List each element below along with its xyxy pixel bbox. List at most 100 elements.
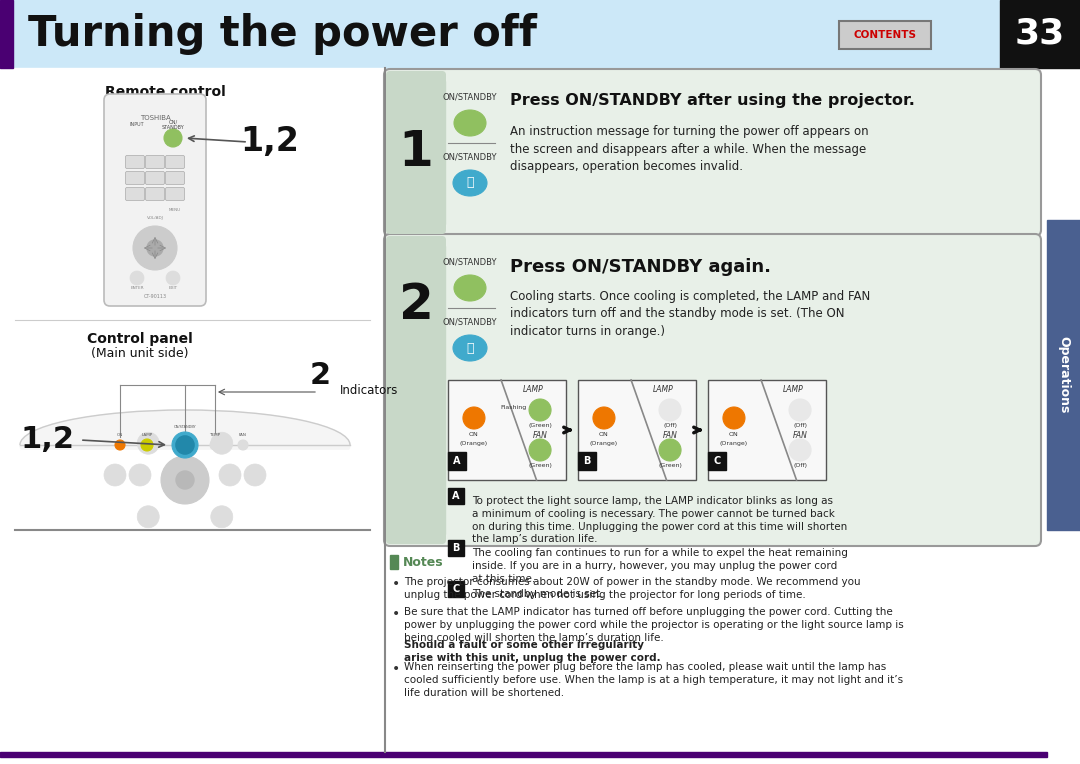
Text: EXIT: EXIT bbox=[168, 286, 177, 290]
FancyBboxPatch shape bbox=[165, 187, 185, 200]
Text: ON/STANDBY: ON/STANDBY bbox=[174, 425, 197, 429]
FancyBboxPatch shape bbox=[104, 94, 206, 306]
Text: ON/STANDBY: ON/STANDBY bbox=[443, 153, 497, 161]
Text: FAN: FAN bbox=[532, 430, 548, 439]
Text: (Main unit side): (Main unit side) bbox=[91, 347, 189, 360]
Bar bbox=[708, 452, 726, 470]
Text: ON/
STANDBY: ON/ STANDBY bbox=[162, 120, 185, 131]
Text: To protect the light source lamp, the LAMP indicator blinks as long as
a minimum: To protect the light source lamp, the LA… bbox=[472, 496, 847, 545]
Text: LAMP: LAMP bbox=[523, 386, 543, 394]
Text: B: B bbox=[453, 543, 460, 553]
Text: The standby mode is set.: The standby mode is set. bbox=[472, 589, 604, 599]
Text: Be sure that the LAMP indicator has turned off before unplugging the power cord.: Be sure that the LAMP indicator has turn… bbox=[404, 607, 904, 643]
Circle shape bbox=[659, 399, 681, 421]
Circle shape bbox=[147, 240, 163, 256]
Ellipse shape bbox=[453, 335, 487, 361]
Text: 1,2: 1,2 bbox=[21, 426, 75, 455]
Text: 1: 1 bbox=[399, 128, 433, 176]
FancyBboxPatch shape bbox=[125, 156, 145, 169]
Text: ⏻: ⏻ bbox=[467, 342, 474, 354]
Circle shape bbox=[593, 407, 615, 429]
Text: FAN: FAN bbox=[793, 430, 808, 439]
Text: CT-90113: CT-90113 bbox=[144, 293, 166, 299]
Text: C: C bbox=[453, 584, 460, 594]
Text: CONTENTS: CONTENTS bbox=[853, 30, 917, 40]
Bar bbox=[420, 246, 445, 534]
Text: LAMP: LAMP bbox=[141, 433, 152, 437]
Circle shape bbox=[463, 407, 485, 429]
Circle shape bbox=[211, 506, 233, 528]
FancyBboxPatch shape bbox=[839, 21, 931, 49]
Text: 2: 2 bbox=[310, 361, 330, 390]
Circle shape bbox=[529, 399, 551, 421]
Bar bbox=[0, 68, 384, 752]
Bar bbox=[578, 380, 696, 480]
Text: When reinserting the power plug before the lamp has cooled, please wait until th: When reinserting the power plug before t… bbox=[404, 662, 903, 698]
Bar bbox=[390, 555, 399, 569]
Text: The projector consumes about 20W of power in the standby mode. We recommend you
: The projector consumes about 20W of powe… bbox=[404, 577, 861, 601]
Circle shape bbox=[211, 432, 233, 455]
FancyBboxPatch shape bbox=[146, 187, 164, 200]
Bar bbox=[578, 452, 596, 470]
Text: Notes: Notes bbox=[403, 555, 444, 568]
Bar bbox=[1047, 220, 1080, 530]
Text: A: A bbox=[453, 491, 460, 501]
Text: Turning the power off: Turning the power off bbox=[28, 13, 537, 55]
Text: LAMP: LAMP bbox=[652, 386, 673, 394]
Bar bbox=[0, 0, 13, 68]
FancyBboxPatch shape bbox=[165, 156, 185, 169]
Text: •: • bbox=[392, 662, 401, 676]
Text: 1,2: 1,2 bbox=[241, 125, 299, 158]
Circle shape bbox=[129, 464, 151, 486]
Circle shape bbox=[176, 436, 194, 454]
Text: Should a fault or some other irregularity
arise with this unit, unplug the power: Should a fault or some other irregularit… bbox=[404, 640, 661, 663]
Bar bbox=[448, 452, 465, 470]
Text: Indicators: Indicators bbox=[340, 384, 399, 397]
FancyBboxPatch shape bbox=[165, 171, 185, 184]
Text: Remote control: Remote control bbox=[105, 85, 226, 99]
Text: Control panel: Control panel bbox=[87, 332, 193, 346]
Bar bbox=[420, 81, 445, 224]
Text: An instruction message for turning the power off appears on
the screen and disap: An instruction message for turning the p… bbox=[510, 125, 868, 173]
Bar bbox=[708, 380, 826, 480]
Text: B: B bbox=[583, 456, 591, 466]
Circle shape bbox=[166, 271, 180, 285]
Circle shape bbox=[244, 464, 266, 486]
Circle shape bbox=[137, 506, 159, 528]
FancyBboxPatch shape bbox=[386, 71, 446, 234]
Circle shape bbox=[659, 439, 681, 461]
Circle shape bbox=[133, 226, 177, 270]
Circle shape bbox=[176, 471, 194, 489]
Circle shape bbox=[210, 440, 220, 450]
Text: ⏻: ⏻ bbox=[467, 176, 474, 189]
Circle shape bbox=[723, 407, 745, 429]
Circle shape bbox=[529, 439, 551, 461]
Text: MENU: MENU bbox=[168, 208, 181, 212]
Text: •: • bbox=[392, 577, 401, 591]
Circle shape bbox=[789, 399, 811, 421]
FancyBboxPatch shape bbox=[384, 69, 1041, 236]
Text: Press ON/STANDBY again.: Press ON/STANDBY again. bbox=[510, 258, 771, 276]
Text: TOSHIBA: TOSHIBA bbox=[139, 115, 171, 121]
Text: Press ON/STANDBY after using the projector.: Press ON/STANDBY after using the project… bbox=[510, 93, 915, 108]
Ellipse shape bbox=[454, 110, 486, 136]
Ellipse shape bbox=[453, 170, 487, 196]
Circle shape bbox=[789, 439, 811, 461]
Bar bbox=[448, 581, 464, 597]
Bar bbox=[448, 540, 464, 556]
Text: C: C bbox=[714, 456, 720, 466]
Text: (Orange): (Orange) bbox=[590, 441, 618, 445]
Circle shape bbox=[104, 464, 126, 486]
Text: •: • bbox=[392, 607, 401, 621]
Text: (Off): (Off) bbox=[793, 464, 807, 468]
Text: TEMP: TEMP bbox=[210, 433, 220, 437]
Bar bbox=[1000, 0, 1080, 68]
Text: FAN: FAN bbox=[239, 433, 247, 437]
FancyBboxPatch shape bbox=[384, 234, 1041, 546]
Text: ON/STANDBY: ON/STANDBY bbox=[443, 257, 497, 267]
Bar bbox=[448, 380, 566, 480]
FancyBboxPatch shape bbox=[125, 171, 145, 184]
Text: (Green): (Green) bbox=[528, 464, 552, 468]
Text: Flashing: Flashing bbox=[500, 406, 526, 410]
Circle shape bbox=[219, 464, 241, 486]
